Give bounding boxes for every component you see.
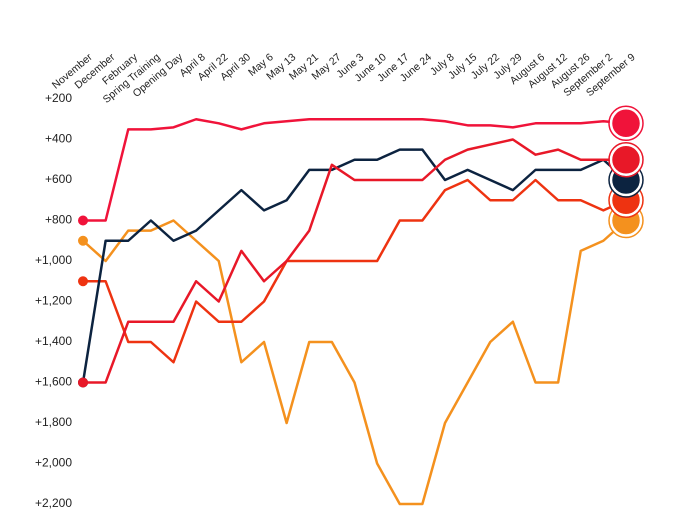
series-line [83, 178, 627, 364]
start-dot [78, 235, 88, 246]
team-logo [609, 107, 643, 140]
start-dot [78, 377, 88, 388]
y-tick-label: +1,600 [35, 375, 72, 389]
y-tick-label: +400 [45, 132, 72, 146]
y-tick-label: +1,200 [35, 294, 72, 308]
team-logo [609, 143, 643, 176]
series-line [83, 118, 627, 222]
y-tick-label: +1,400 [35, 334, 72, 348]
y-tick-label: +200 [45, 91, 72, 105]
team-logo-ring [608, 142, 644, 178]
start-dot [78, 276, 88, 287]
series-line [82, 219, 627, 506]
y-tick-label: +1,000 [35, 253, 72, 267]
series-line [81, 148, 627, 383]
team-logo-ring [608, 105, 644, 142]
start-dot [78, 215, 88, 226]
y-tick-label: +800 [45, 213, 72, 227]
y-tick-label: +2,000 [35, 456, 72, 470]
y-tick-label: +1,800 [35, 415, 72, 429]
y-tick-label: +600 [45, 172, 72, 186]
y-tick-label: +2,200 [35, 496, 72, 510]
series-line [83, 138, 626, 384]
